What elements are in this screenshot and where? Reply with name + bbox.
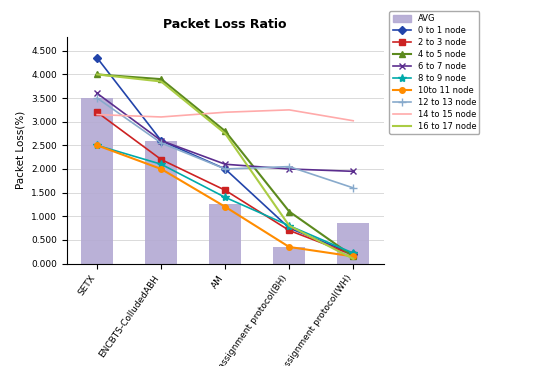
Title: Packet Loss Ratio: Packet Loss Ratio <box>163 18 287 31</box>
Bar <box>81 98 113 264</box>
Y-axis label: Packet Loss(%): Packet Loss(%) <box>16 111 26 189</box>
Bar <box>145 141 177 264</box>
Bar <box>337 223 369 264</box>
Bar <box>273 247 305 264</box>
Bar <box>209 205 241 264</box>
Legend: AVG, 0 to 1 node, 2 to 3 node, 4 to 5 node, 6 to 7 node, 8 to 9 node, 10to 11 no: AVG, 0 to 1 node, 2 to 3 node, 4 to 5 no… <box>389 11 479 134</box>
